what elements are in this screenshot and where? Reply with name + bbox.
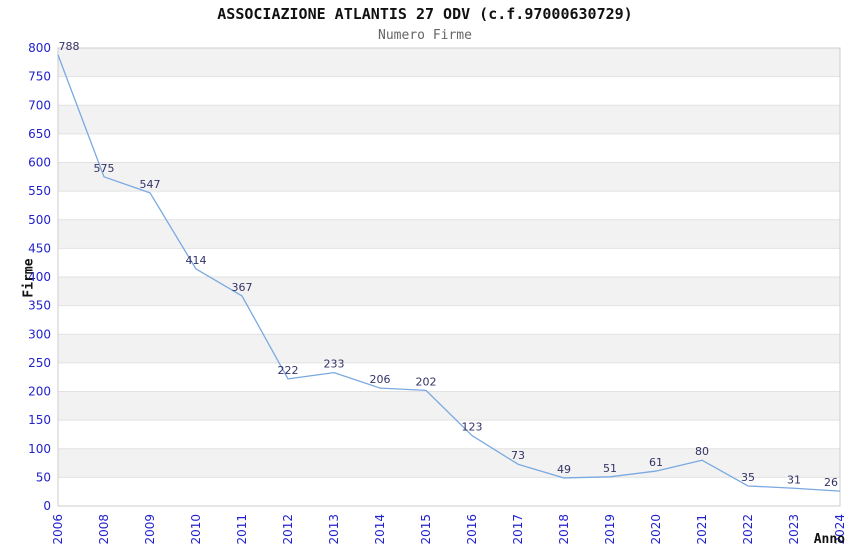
svg-text:367: 367 <box>232 281 253 294</box>
svg-text:700: 700 <box>28 98 51 112</box>
svg-text:575: 575 <box>94 162 115 175</box>
svg-text:547: 547 <box>140 178 161 191</box>
svg-text:123: 123 <box>462 421 483 434</box>
svg-text:2024: 2024 <box>833 514 847 545</box>
svg-text:2023: 2023 <box>787 514 801 545</box>
svg-text:73: 73 <box>511 449 525 462</box>
svg-text:750: 750 <box>28 70 51 84</box>
svg-text:61: 61 <box>649 456 663 469</box>
svg-text:400: 400 <box>28 270 51 284</box>
svg-text:300: 300 <box>28 327 51 341</box>
svg-text:800: 800 <box>28 41 51 55</box>
svg-text:206: 206 <box>370 373 391 386</box>
svg-text:49: 49 <box>557 463 571 476</box>
svg-text:2021: 2021 <box>695 514 709 545</box>
svg-text:2022: 2022 <box>741 514 755 545</box>
svg-text:2008: 2008 <box>97 514 111 545</box>
svg-text:2019: 2019 <box>603 514 617 545</box>
chart-title: ASSOCIAZIONE ATLANTIS 27 ODV (c.f.970006… <box>217 5 633 23</box>
svg-text:233: 233 <box>324 358 345 371</box>
svg-text:414: 414 <box>186 254 207 267</box>
svg-text:2010: 2010 <box>189 514 203 545</box>
x-axis-label: Anno <box>813 532 845 547</box>
svg-text:2017: 2017 <box>511 514 525 545</box>
svg-text:2012: 2012 <box>281 514 295 545</box>
svg-text:2011: 2011 <box>235 514 249 545</box>
svg-text:500: 500 <box>28 213 51 227</box>
svg-text:202: 202 <box>416 375 437 388</box>
svg-text:350: 350 <box>28 299 51 313</box>
svg-text:31: 31 <box>787 473 801 486</box>
svg-text:2015: 2015 <box>419 514 433 545</box>
svg-text:222: 222 <box>278 364 299 377</box>
svg-text:35: 35 <box>741 471 755 484</box>
svg-text:250: 250 <box>28 356 51 370</box>
svg-text:2013: 2013 <box>327 514 341 545</box>
svg-text:50: 50 <box>36 470 51 484</box>
svg-text:600: 600 <box>28 156 51 170</box>
svg-text:200: 200 <box>28 385 51 399</box>
svg-text:26: 26 <box>824 476 838 489</box>
svg-text:2014: 2014 <box>373 514 387 545</box>
svg-text:2006: 2006 <box>51 514 65 545</box>
svg-text:550: 550 <box>28 184 51 198</box>
svg-text:100: 100 <box>28 442 51 456</box>
svg-text:2009: 2009 <box>143 514 157 545</box>
svg-text:51: 51 <box>603 462 617 475</box>
svg-text:2018: 2018 <box>557 514 571 545</box>
svg-text:788: 788 <box>59 40 80 53</box>
svg-text:2020: 2020 <box>649 514 663 545</box>
chart-subtitle: Numero Firme <box>378 28 472 43</box>
y-axis-label: Firme <box>21 258 37 298</box>
svg-text:80: 80 <box>695 445 709 458</box>
svg-text:0: 0 <box>43 499 51 513</box>
svg-text:450: 450 <box>28 241 51 255</box>
svg-text:650: 650 <box>28 127 51 141</box>
svg-text:150: 150 <box>28 413 51 427</box>
svg-text:2016: 2016 <box>465 514 479 545</box>
